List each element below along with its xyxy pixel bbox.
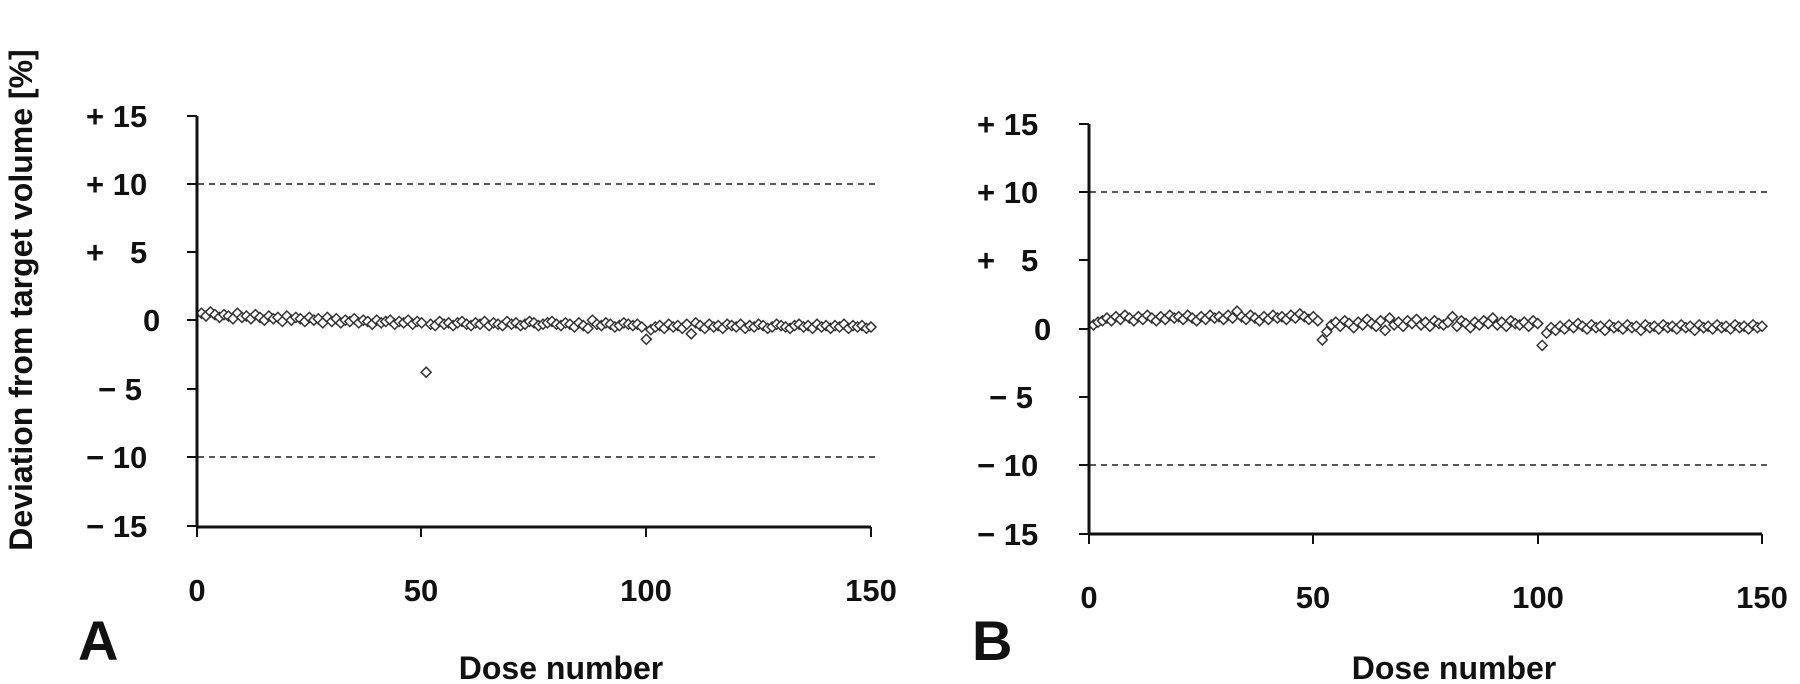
y-tick-label: + 15 [86, 99, 147, 134]
x-axis-ticks: 0 50 100 150 [1080, 534, 1788, 615]
x-tick-label: 0 [188, 573, 205, 608]
y-tick-label: − 15 [977, 517, 1038, 552]
y-axis-ticks: + 15 + 10 + 5 0 − 5 − 10 − 15 [86, 99, 197, 544]
x-tick-label: 0 [1080, 580, 1097, 615]
data-points [195, 305, 878, 379]
data-point [415, 316, 428, 329]
data-points [1087, 305, 1769, 352]
x-tick-label: 50 [1296, 580, 1330, 615]
data-point [1383, 312, 1396, 325]
data-point [635, 320, 648, 334]
y-tick-label: 0 [143, 303, 160, 338]
y-tick-label: − 10 [86, 440, 147, 475]
data-point [1320, 325, 1333, 338]
x-tick-label: 100 [620, 573, 672, 608]
x-tick-label: 50 [404, 573, 438, 608]
x-tick-label: 150 [845, 573, 897, 608]
y-tick-label: − 15 [86, 509, 147, 544]
data-point [685, 327, 698, 340]
y-tick-label: − 5 [98, 372, 142, 407]
x-axis-title: Dose number [1352, 650, 1556, 684]
data-point [1536, 339, 1549, 352]
y-axis-ticks: + 15 + 10 + 5 0 − 5 − 10 − 15 [977, 107, 1089, 552]
data-point [581, 322, 594, 335]
data-point [1755, 320, 1769, 333]
data-point [1379, 324, 1392, 337]
y-tick-label: 0 [1034, 312, 1051, 347]
x-axis-title: Dose number [459, 650, 663, 684]
y-tick-label: + 10 [86, 167, 147, 202]
y-tick-label: + 5 [86, 235, 147, 270]
data-point [1446, 310, 1459, 323]
panel-label: A [78, 609, 118, 672]
chart-panel-b: + 15 + 10 + 5 0 − 5 − 10 − 15 0 50 100 1… [972, 107, 1788, 684]
y-tick-label: + 10 [977, 175, 1038, 210]
y-tick-label: − 5 [989, 380, 1033, 415]
data-point [1486, 312, 1499, 325]
data-point [1316, 333, 1329, 346]
y-axis-title: Deviation from target volume [%] [3, 49, 39, 550]
data-point [1311, 314, 1324, 327]
panel-label: B [972, 609, 1012, 672]
x-axis-ticks: 0 50 100 150 [188, 527, 897, 608]
chart-panel-a: + 15 + 10 + 5 0 − 5 − 10 − 15 0 50 100 1… [78, 99, 897, 684]
y-tick-label: + 5 [977, 243, 1038, 278]
x-tick-label: 100 [1512, 580, 1564, 615]
y-tick-label: + 15 [977, 107, 1038, 142]
data-point [640, 333, 653, 346]
data-point [1374, 314, 1387, 327]
data-point [864, 320, 878, 334]
data-point [1531, 317, 1544, 330]
y-tick-label: − 10 [977, 448, 1038, 483]
data-point [420, 366, 433, 379]
x-tick-label: 150 [1736, 580, 1788, 615]
